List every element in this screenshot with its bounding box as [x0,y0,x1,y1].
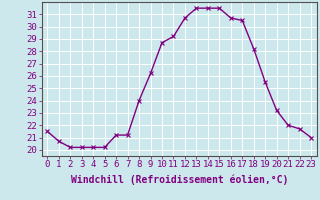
X-axis label: Windchill (Refroidissement éolien,°C): Windchill (Refroidissement éolien,°C) [70,175,288,185]
